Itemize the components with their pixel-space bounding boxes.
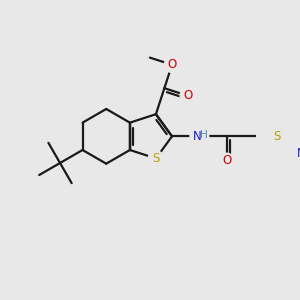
Text: N: N [296,147,300,160]
Circle shape [270,129,285,144]
Text: H: H [200,130,208,140]
Text: S: S [274,130,281,143]
Text: O: O [222,154,231,167]
Circle shape [148,151,164,166]
Text: S: S [152,152,160,165]
Circle shape [190,127,209,146]
Text: O: O [183,89,192,102]
Circle shape [219,153,234,169]
Text: N: N [192,130,201,143]
Circle shape [180,88,196,103]
Text: O: O [167,58,177,71]
Circle shape [164,57,180,73]
Circle shape [293,146,300,161]
